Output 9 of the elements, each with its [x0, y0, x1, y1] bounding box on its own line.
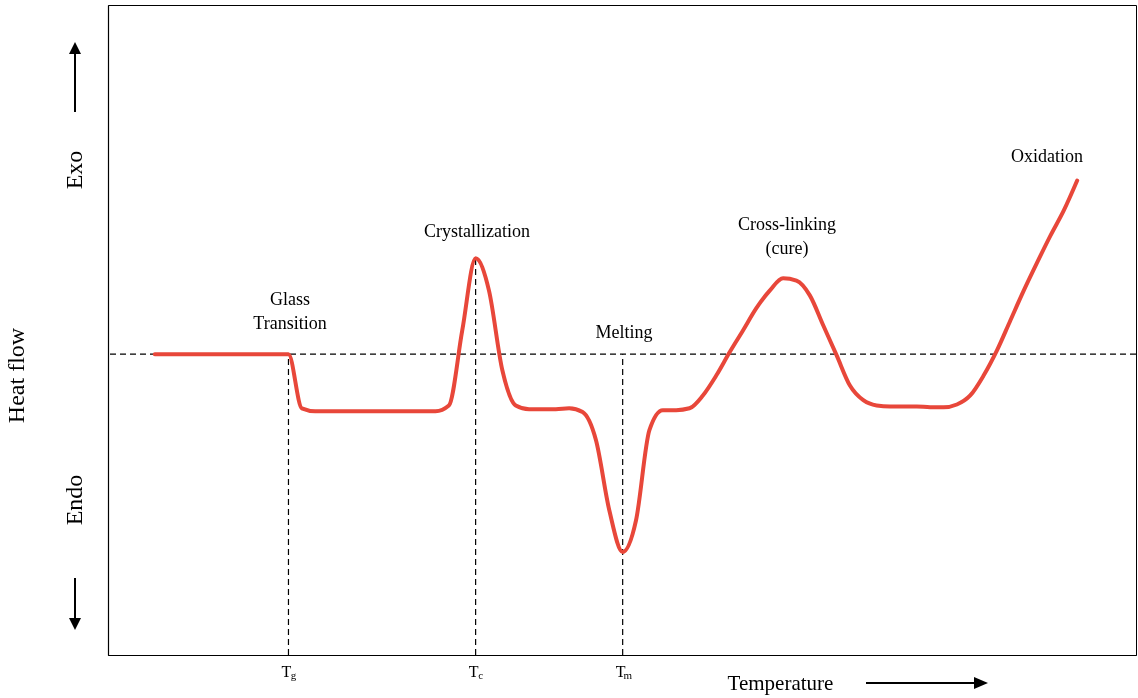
annotation: Crystallization — [424, 221, 530, 241]
annotation: Cross-linking (cure) — [737, 214, 837, 259]
text: Oxidation — [1011, 146, 1083, 166]
x-axis-title: Temperature — [727, 670, 834, 695]
text: Exo — [61, 150, 87, 190]
text: Endo — [61, 474, 87, 526]
annotation: Glass Transition — [253, 289, 327, 333]
y-axis-title: Heat flow — [2, 327, 29, 424]
annotation: Melting — [595, 322, 653, 342]
